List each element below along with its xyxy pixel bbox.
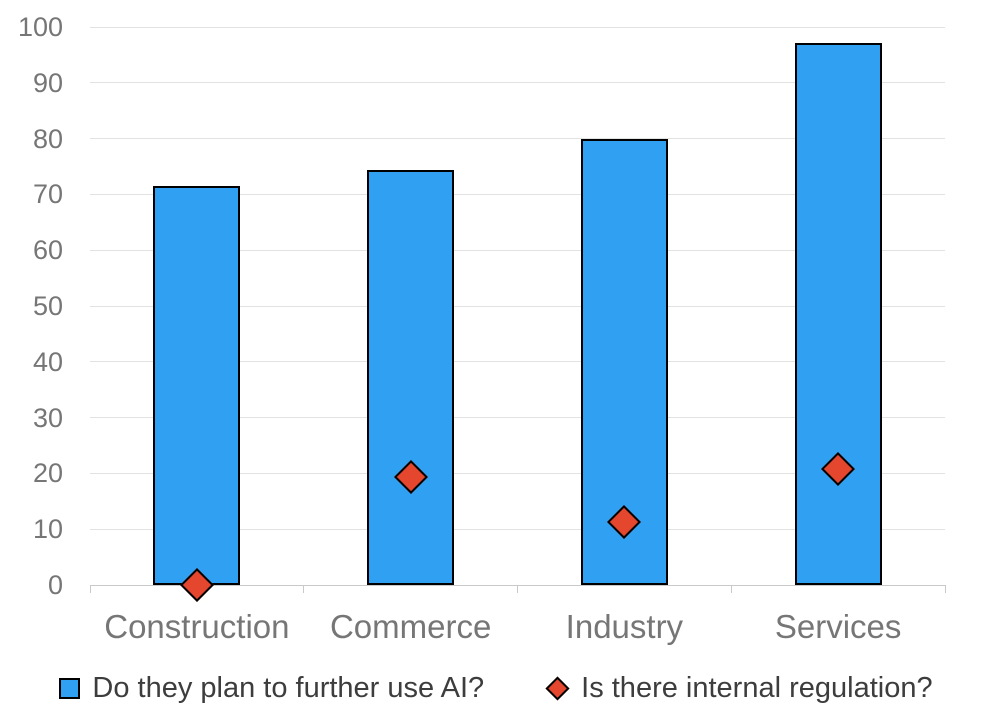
red-diamond-legend-icon [545, 676, 570, 701]
legend-label: Is there internal regulation? [581, 672, 933, 704]
bar-services [794, 42, 882, 585]
bar-construction [153, 186, 241, 585]
x-axis-tick [89, 585, 91, 593]
gridline [90, 193, 945, 195]
x-axis-tick [944, 585, 946, 593]
legend: Do they plan to further use AI? Is there… [0, 672, 992, 705]
gridline [90, 528, 945, 530]
bar-commerce [367, 170, 455, 585]
y-axis-tick-label: 0 [47, 570, 63, 600]
y-axis-tick-label: 30 [32, 402, 63, 433]
legend-item-plan-to-use-ai: Do they plan to further use AI? [59, 672, 484, 705]
y-axis-tick-label: 70 [32, 179, 63, 210]
gridline [90, 138, 945, 140]
y-axis-tick-label: 10 [32, 514, 63, 545]
gridline [90, 305, 945, 307]
gridline [90, 26, 945, 28]
x-category-label-commerce: Commerce [329, 608, 492, 645]
gridline [90, 417, 945, 419]
gridline [90, 82, 945, 84]
y-axis-tick-label: 40 [32, 346, 63, 377]
x-category-label-services: Services [774, 608, 902, 645]
y-axis-tick-label: 80 [32, 123, 63, 154]
gridline [90, 361, 945, 363]
blue-square-legend-icon [59, 678, 81, 699]
x-axis-tick [730, 585, 732, 593]
y-axis-tick-label: 90 [32, 67, 63, 98]
y-axis-tick-label: 60 [32, 235, 63, 266]
gridline [90, 472, 945, 474]
legend-item-internal-regulation: Is there internal regulation? [545, 672, 933, 705]
x-category-label-industry: Industry [565, 608, 684, 645]
y-axis-tick-label: 50 [32, 291, 63, 321]
x-axis-tick [303, 585, 305, 593]
x-category-label-construction: Construction [104, 608, 290, 645]
x-axis-tick [517, 585, 518, 593]
gridline [90, 249, 945, 251]
y-axis-tick-label: 100 [17, 12, 63, 42]
y-axis-tick-label: 20 [32, 458, 63, 489]
legend-label: Do they plan to further use AI? [92, 672, 485, 704]
